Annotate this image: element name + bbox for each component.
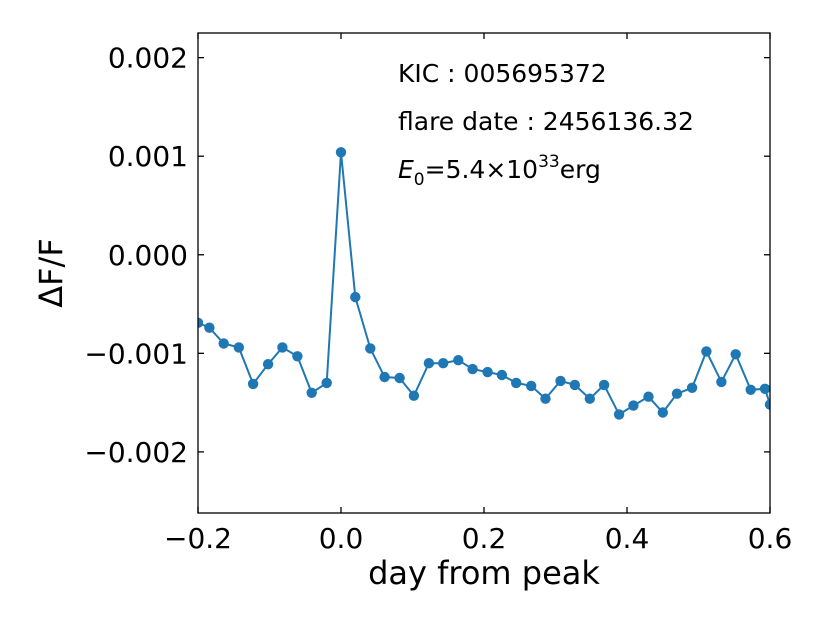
data-point	[598, 379, 610, 391]
data-point	[365, 343, 376, 354]
y-tick-label: −0.002	[84, 436, 188, 469]
data-point	[204, 322, 215, 333]
plot-frame	[197, 32, 771, 514]
data-point	[540, 393, 551, 404]
data-point	[511, 377, 522, 389]
x-tick-label: −0.2	[164, 522, 232, 555]
energy-symbol: E	[398, 155, 414, 184]
data-point	[613, 409, 625, 420]
y-axis-label: ΔF/F	[32, 238, 70, 307]
data-point	[198, 317, 204, 328]
data-point	[716, 376, 727, 388]
energy-value: =5.4×10	[425, 155, 538, 184]
data-point	[671, 388, 683, 399]
x-tick-label: 0.2	[462, 522, 507, 555]
data-point	[686, 382, 698, 393]
data-point	[569, 379, 580, 391]
data-point	[423, 358, 435, 369]
data-point	[482, 366, 493, 378]
data-point	[408, 390, 420, 401]
data-point	[643, 391, 654, 402]
data-point	[262, 359, 274, 370]
ticks-layer: −0.2 0.0 0.2 0.4 0.6 0.002 0.001 0.000 −0.001 −0.…	[84, 33, 792, 555]
data-point	[335, 147, 347, 158]
data-point	[438, 358, 449, 369]
data-point	[292, 351, 303, 362]
data-point	[321, 377, 332, 389]
x-tick-label: 0.6	[748, 522, 793, 555]
data-point	[233, 342, 244, 353]
data-point	[277, 342, 288, 353]
data-point	[526, 380, 537, 392]
plot-layer	[198, 147, 770, 420]
y-tick-label: −0.001	[84, 337, 188, 370]
x-axis-label: day from peak	[368, 554, 600, 592]
annotation-flare-date: flare date : 2456136.32	[398, 107, 694, 136]
data-point	[759, 383, 770, 394]
data-point	[555, 375, 566, 387]
data-point	[496, 369, 508, 381]
data-point	[247, 378, 259, 390]
data-point	[467, 363, 478, 375]
energy-unit: erg	[560, 155, 601, 184]
y-tick-label: 0.002	[108, 42, 188, 75]
y-tick-label: 0.001	[108, 140, 188, 173]
data-point	[218, 338, 229, 349]
data-point	[745, 384, 756, 395]
data-point	[730, 349, 741, 360]
data-point	[628, 400, 639, 411]
data-point	[701, 346, 712, 357]
data-point	[306, 387, 317, 398]
energy-exponent: 33	[538, 152, 560, 172]
annotation-energy: E0=5.4×1033erg	[398, 152, 601, 190]
annotation-kic: KIC : 005695372	[398, 59, 607, 88]
data-point	[764, 399, 770, 410]
x-tick-label: 0.0	[319, 522, 364, 555]
data-point	[394, 372, 405, 384]
y-tick-label: 0.000	[108, 239, 188, 272]
energy-subscript: 0	[414, 170, 425, 190]
data-point	[453, 355, 464, 366]
data-point	[657, 407, 668, 418]
data-point	[350, 291, 361, 303]
data-point	[584, 393, 595, 404]
data-point	[379, 371, 390, 383]
x-tick-label: 0.4	[605, 522, 650, 555]
